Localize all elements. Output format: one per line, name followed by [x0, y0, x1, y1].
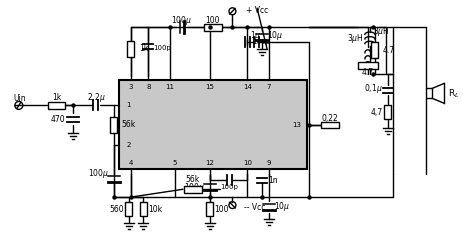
Text: + Vcc: + Vcc [246, 6, 269, 15]
Text: 100: 100 [206, 16, 220, 25]
Text: 10$\mu$: 10$\mu$ [274, 200, 290, 213]
Bar [125, 202, 132, 216]
Text: 15: 15 [205, 84, 214, 91]
Text: 1k: 1k [139, 44, 149, 53]
Text: 10: 10 [243, 159, 252, 166]
Text: 4: 4 [128, 159, 133, 166]
Text: 4.7: 4.7 [383, 46, 395, 55]
Text: 560: 560 [109, 205, 124, 214]
Text: Uin: Uin [13, 94, 25, 103]
Text: 11: 11 [166, 84, 175, 91]
Text: 8: 8 [146, 84, 150, 91]
Text: 3: 3 [128, 84, 133, 91]
Bar [206, 202, 213, 216]
Text: 1n: 1n [268, 176, 278, 185]
Text: 4.7: 4.7 [362, 68, 374, 77]
Text: 14: 14 [243, 84, 252, 91]
Text: 100p: 100p [252, 39, 270, 45]
Text: 2,2$\mu$: 2,2$\mu$ [87, 91, 105, 104]
Text: 0,22: 0,22 [322, 114, 339, 123]
Bar [184, 186, 202, 193]
Text: 4,7: 4,7 [370, 108, 383, 117]
Text: 100p: 100p [153, 45, 171, 51]
Text: R$_L$: R$_L$ [448, 87, 459, 100]
Bar [371, 42, 378, 58]
Text: 100: 100 [215, 205, 229, 214]
Text: 10$\mu$: 10$\mu$ [267, 30, 283, 42]
Text: 100$\mu$: 100$\mu$ [88, 167, 109, 180]
Text: 0,1$\mu$: 0,1$\mu$ [364, 82, 383, 95]
Text: 1$\mu$: 1$\mu$ [250, 29, 262, 41]
Text: 3$\mu$H: 3$\mu$H [373, 25, 389, 37]
Text: -- Vcc: -- Vcc [244, 203, 266, 212]
Text: 100p: 100p [220, 184, 238, 190]
Bar [321, 122, 339, 128]
Text: 1: 1 [126, 102, 131, 108]
Text: 10k: 10k [148, 205, 163, 214]
Text: 9: 9 [267, 159, 271, 166]
Bar [384, 105, 391, 119]
Bar [119, 81, 307, 169]
Text: 100$\mu$: 100$\mu$ [171, 14, 193, 27]
Bar [140, 202, 147, 216]
Text: 3$\mu$H: 3$\mu$H [347, 32, 364, 45]
Bar [204, 24, 222, 31]
Bar [358, 62, 378, 69]
Bar [48, 102, 65, 109]
Bar [127, 41, 134, 57]
Text: 13: 13 [292, 122, 301, 128]
Text: 5: 5 [173, 159, 177, 166]
Text: 100$\mu$: 100$\mu$ [184, 181, 205, 194]
Text: 470: 470 [50, 115, 65, 124]
Bar [110, 117, 117, 133]
Text: 2: 2 [126, 142, 131, 148]
Text: 56k: 56k [186, 175, 200, 184]
Text: 56k: 56k [122, 121, 136, 129]
Text: 7: 7 [267, 84, 271, 91]
Bar [426, 88, 432, 98]
Text: 1k: 1k [52, 93, 61, 102]
Text: 12: 12 [205, 159, 214, 166]
